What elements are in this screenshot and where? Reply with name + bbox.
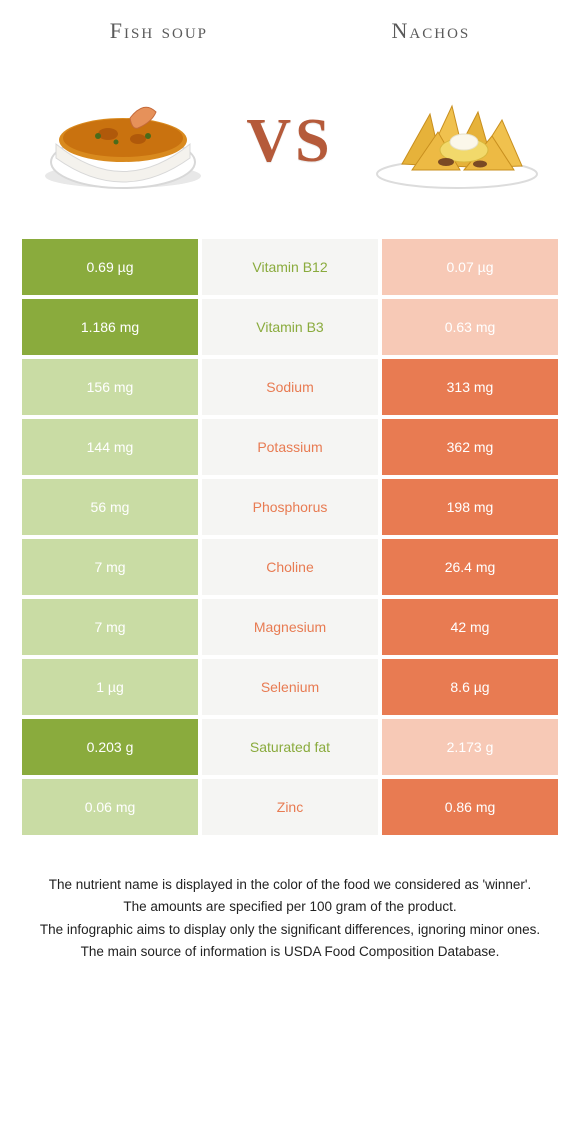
table-row: 0.69 µgVitamin B120.07 µg bbox=[22, 239, 558, 295]
right-value: 0.86 mg bbox=[382, 779, 558, 835]
left-value: 1.186 mg bbox=[22, 299, 198, 355]
nutrient-name: Selenium bbox=[202, 659, 378, 715]
left-value: 144 mg bbox=[22, 419, 198, 475]
right-value: 362 mg bbox=[382, 419, 558, 475]
right-value: 0.07 µg bbox=[382, 239, 558, 295]
nutrient-table: 0.69 µgVitamin B120.07 µg1.186 mgVitamin… bbox=[22, 239, 558, 835]
food-title-right: Nachos bbox=[392, 18, 471, 44]
footnotes: The nutrient name is displayed in the co… bbox=[18, 875, 562, 962]
title-row: Fish soup Nachos bbox=[18, 18, 562, 44]
food-title-left: Fish soup bbox=[110, 18, 208, 44]
left-value: 0.69 µg bbox=[22, 239, 198, 295]
left-value: 56 mg bbox=[22, 479, 198, 535]
right-value: 2.173 g bbox=[382, 719, 558, 775]
table-row: 0.06 mgZinc0.86 mg bbox=[22, 779, 558, 835]
left-value: 0.06 mg bbox=[22, 779, 198, 835]
nutrient-name: Vitamin B3 bbox=[202, 299, 378, 355]
left-value: 1 µg bbox=[22, 659, 198, 715]
footnote-line: The nutrient name is displayed in the co… bbox=[32, 875, 548, 895]
table-row: 1 µgSelenium8.6 µg bbox=[22, 659, 558, 715]
nutrient-name: Saturated fat bbox=[202, 719, 378, 775]
table-row: 7 mgMagnesium42 mg bbox=[22, 599, 558, 655]
nutrient-name: Phosphorus bbox=[202, 479, 378, 535]
right-value: 198 mg bbox=[382, 479, 558, 535]
right-value: 313 mg bbox=[382, 359, 558, 415]
right-value: 26.4 mg bbox=[382, 539, 558, 595]
left-value: 7 mg bbox=[22, 599, 198, 655]
right-value: 42 mg bbox=[382, 599, 558, 655]
table-row: 1.186 mgVitamin B30.63 mg bbox=[22, 299, 558, 355]
right-value: 8.6 µg bbox=[382, 659, 558, 715]
table-row: 56 mgPhosphorus198 mg bbox=[22, 479, 558, 535]
nutrient-name: Sodium bbox=[202, 359, 378, 415]
footnote-line: The infographic aims to display only the… bbox=[32, 920, 548, 940]
nutrient-name: Vitamin B12 bbox=[202, 239, 378, 295]
table-row: 7 mgCholine26.4 mg bbox=[22, 539, 558, 595]
table-row: 0.203 gSaturated fat2.173 g bbox=[22, 719, 558, 775]
table-row: 144 mgPotassium362 mg bbox=[22, 419, 558, 475]
left-value: 156 mg bbox=[22, 359, 198, 415]
table-row: 156 mgSodium313 mg bbox=[22, 359, 558, 415]
nutrient-name: Potassium bbox=[202, 419, 378, 475]
nutrient-name: Magnesium bbox=[202, 599, 378, 655]
footnote-line: The amounts are specified per 100 gram o… bbox=[32, 897, 548, 917]
left-value: 7 mg bbox=[22, 539, 198, 595]
hero-row: VS bbox=[18, 74, 562, 239]
nutrient-name: Zinc bbox=[202, 779, 378, 835]
fish-soup-image bbox=[38, 84, 208, 199]
nachos-image bbox=[372, 84, 542, 199]
right-value: 0.63 mg bbox=[382, 299, 558, 355]
left-value: 0.203 g bbox=[22, 719, 198, 775]
nutrient-name: Choline bbox=[202, 539, 378, 595]
vs-label: VS bbox=[246, 106, 333, 177]
footnote-line: The main source of information is USDA F… bbox=[32, 942, 548, 962]
